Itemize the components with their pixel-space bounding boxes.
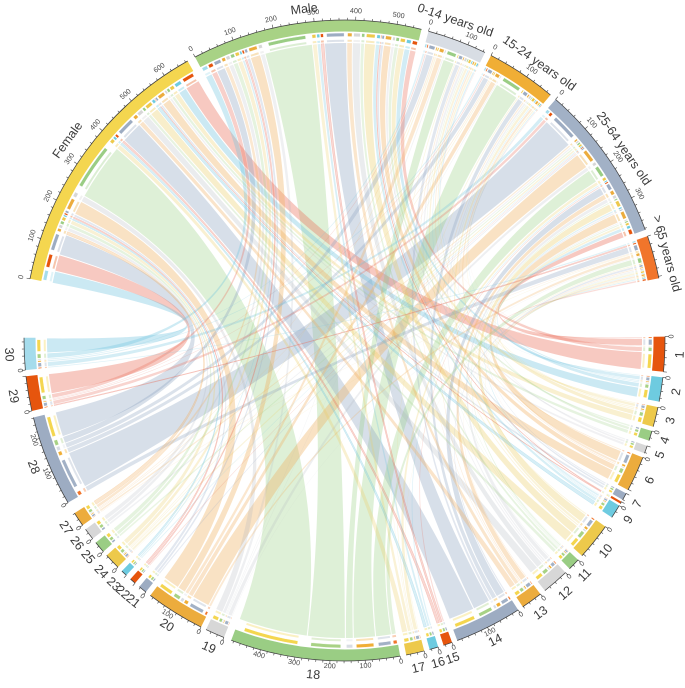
svg-text:0: 0	[187, 44, 195, 54]
svg-text:14: 14	[486, 631, 505, 650]
svg-text:29: 29	[6, 388, 22, 404]
svg-text:100: 100	[25, 228, 37, 242]
svg-text:0: 0	[492, 42, 500, 52]
svg-text:100: 100	[223, 25, 237, 38]
svg-text:21: 21	[123, 591, 143, 611]
svg-text:0: 0	[22, 409, 32, 415]
svg-text:0: 0	[84, 537, 94, 546]
svg-text:5: 5	[652, 449, 668, 460]
svg-text:28: 28	[25, 458, 43, 476]
svg-text:0: 0	[605, 525, 615, 533]
svg-text:15: 15	[444, 649, 462, 667]
svg-text:19: 19	[200, 638, 218, 656]
svg-text:17: 17	[410, 659, 427, 676]
svg-text:0: 0	[95, 550, 104, 559]
svg-text:1: 1	[673, 351, 685, 359]
svg-text:0: 0	[138, 591, 147, 601]
svg-text:0: 0	[658, 405, 668, 411]
svg-text:300: 300	[288, 657, 301, 668]
svg-text:100: 100	[464, 29, 479, 42]
svg-text:400: 400	[252, 649, 266, 661]
svg-text:10: 10	[596, 541, 616, 561]
svg-text:200: 200	[264, 13, 278, 24]
svg-text:100: 100	[359, 660, 372, 670]
svg-text:200: 200	[324, 661, 336, 671]
svg-text:2: 2	[669, 387, 684, 396]
svg-text:0: 0	[422, 651, 428, 661]
svg-text:3: 3	[663, 415, 678, 425]
svg-text:0: 0	[218, 637, 225, 647]
svg-text:0: 0	[59, 501, 69, 509]
svg-text:0: 0	[16, 274, 26, 280]
svg-text:300: 300	[307, 7, 320, 17]
svg-text:0: 0	[577, 559, 586, 568]
svg-text:0: 0	[436, 647, 442, 657]
svg-text:0: 0	[428, 17, 434, 27]
svg-text:0: 0	[195, 627, 203, 637]
svg-text:0: 0	[74, 524, 84, 532]
svg-text:26: 26	[67, 533, 87, 553]
svg-text:0: 0	[652, 429, 662, 435]
svg-text:4: 4	[657, 435, 672, 446]
svg-text:16: 16	[429, 654, 446, 671]
svg-text:13: 13	[531, 603, 551, 623]
svg-text:0: 0	[398, 656, 404, 666]
svg-text:Male: Male	[290, 0, 319, 17]
svg-text:0: 0	[16, 368, 25, 373]
svg-text:0: 0	[666, 334, 675, 338]
svg-text:200: 200	[28, 433, 40, 447]
svg-text:0: 0	[110, 566, 119, 575]
svg-text:100: 100	[41, 466, 54, 481]
svg-text:20: 20	[157, 616, 176, 635]
svg-text:30: 30	[2, 347, 17, 362]
svg-text:500: 500	[392, 10, 405, 21]
svg-text:18: 18	[306, 667, 321, 682]
svg-text:27: 27	[56, 518, 75, 537]
svg-text:0: 0	[557, 88, 566, 97]
svg-text:0: 0	[663, 375, 672, 380]
svg-text:0: 0	[564, 572, 573, 581]
svg-text:0: 0	[643, 456, 653, 463]
svg-text:0: 0	[517, 609, 525, 619]
svg-text:0: 0	[619, 504, 629, 512]
svg-text:0: 0	[539, 593, 548, 603]
svg-text:0: 0	[652, 230, 662, 237]
svg-text:0: 0	[450, 642, 457, 652]
svg-text:400: 400	[350, 6, 362, 15]
